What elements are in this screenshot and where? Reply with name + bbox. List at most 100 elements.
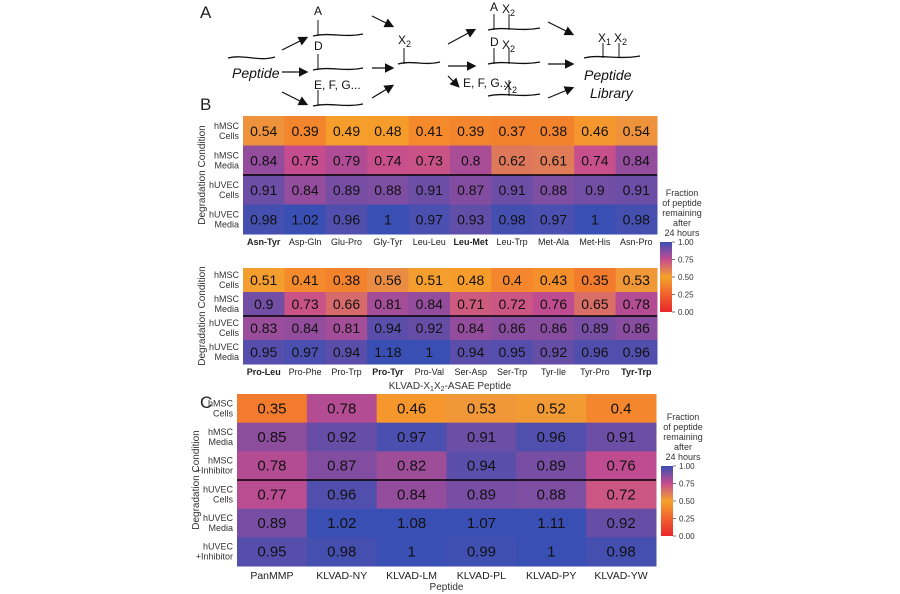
heatmap-cell xyxy=(574,175,617,205)
heatmap-cell xyxy=(325,292,368,317)
column-label: Glu-Pro xyxy=(331,237,362,247)
cell-value-label: 0.86 xyxy=(623,320,650,336)
svg-text:E, F, G...: E, F, G... xyxy=(463,76,510,90)
heatmap-cell xyxy=(243,145,285,176)
heatmap-cell xyxy=(376,480,447,510)
heatmap-cell xyxy=(574,268,617,293)
cell-value-label: 0.62 xyxy=(498,152,525,168)
heatmap-cell xyxy=(532,268,575,293)
heatmap-cell xyxy=(586,480,657,510)
legend-tick-label: 0.50 xyxy=(679,497,695,506)
heatmap-cell xyxy=(532,204,575,235)
heatmap-cell xyxy=(516,480,587,510)
heatmap-cell xyxy=(516,451,587,481)
column-label: Ser-Trp xyxy=(497,367,527,377)
row-label: hMSC Media xyxy=(214,294,240,314)
y-axis-title: Degradation Condition xyxy=(197,125,208,225)
cell-value-label: 0.56 xyxy=(374,272,401,288)
cell-value-label: 0.84 xyxy=(623,152,650,168)
legend-title-line: Fraction xyxy=(667,412,700,422)
svg-text:X2: X2 xyxy=(614,31,627,47)
cell-value-label: 0.46 xyxy=(397,400,426,417)
column-label: KLVAD-NY xyxy=(316,570,367,582)
panel-letter-c: C xyxy=(200,393,212,412)
cell-value-label: 0.94 xyxy=(467,458,496,475)
svg-text:D: D xyxy=(490,35,499,49)
cell-value-label: 0.98 xyxy=(250,211,277,227)
heatmap-cell xyxy=(237,451,308,481)
heatmap-cell xyxy=(376,422,447,452)
heatmap-cell xyxy=(408,204,451,235)
heatmap-cell xyxy=(586,422,657,452)
heatmap-cell xyxy=(574,145,617,176)
cell-value-label: 1.02 xyxy=(291,211,318,227)
heatmap-cell xyxy=(516,422,587,452)
heatmaps-group: 0.54 0.39 0.49 0.48 0.41 0.39 0.37 0.38 0.46 0.54… xyxy=(191,116,703,593)
cell-value-label: 0.41 xyxy=(291,272,318,288)
heatmap-cell xyxy=(450,204,492,235)
legend-tick-label: 0.25 xyxy=(678,291,694,300)
cell-value-label: 0.86 xyxy=(498,320,525,336)
cell-value-label: 0.92 xyxy=(606,515,635,532)
heatmap-cell xyxy=(408,175,451,205)
cell-value-label: 0.97 xyxy=(397,429,426,446)
heatmap-cell xyxy=(446,394,517,424)
legend-title-line: 24 hours xyxy=(665,452,701,462)
row-label: hMSC Cells xyxy=(214,121,240,141)
cell-value-label: 0.46 xyxy=(581,123,608,139)
cell-value-label: 0.4 xyxy=(502,272,522,288)
cell-value-label: 0.81 xyxy=(374,296,401,312)
heatmap-cell xyxy=(450,175,492,205)
heatmap-cell xyxy=(284,292,327,317)
heatmap-b-bottom: 0.51 0.41 0.38 0.56 0.51 0.48 0.4 0.43 0.35 0.53 0… xyxy=(197,188,702,393)
heatmap-cell xyxy=(615,116,658,146)
heatmap-cell xyxy=(325,340,368,365)
cell-value-label: 0.39 xyxy=(291,123,318,139)
heatmap-cell xyxy=(574,292,617,317)
cell-value-label: 0.91 xyxy=(606,429,635,446)
heatmap-cell xyxy=(243,268,285,293)
heatmap-cell xyxy=(408,145,451,176)
heatmap-cell xyxy=(574,116,617,146)
cell-value-label: 0.77 xyxy=(257,486,286,503)
heatmap-cell xyxy=(491,340,534,365)
heatmap-cell xyxy=(491,145,534,176)
legend-title-line: remaining xyxy=(662,208,702,218)
heatmap-cell xyxy=(306,451,378,481)
heatmap-cell xyxy=(243,204,285,235)
cell-value-label: 0.99 xyxy=(467,544,496,561)
cell-value-label: 1.02 xyxy=(327,515,356,532)
column-label: KLVAD-PY xyxy=(526,570,576,582)
column-label: Pro-Phe xyxy=(289,367,322,377)
heatmap-cell xyxy=(491,292,534,317)
svg-text:X2: X2 xyxy=(502,38,515,54)
cell-value-label: 0.41 xyxy=(416,123,443,139)
cell-value-label: 0.75 xyxy=(291,152,318,168)
cell-value-label: 0.43 xyxy=(540,272,567,288)
heatmap-cell xyxy=(408,316,451,341)
cell-value-label: 0.71 xyxy=(457,296,484,312)
column-label: Pro-Leu xyxy=(247,367,281,377)
legend-title-line: of peptide xyxy=(662,198,702,208)
row-label: hMSC Media xyxy=(214,150,240,170)
cell-value-label: 0.96 xyxy=(537,429,566,446)
heatmap-cell xyxy=(243,292,285,317)
heatmap-cell xyxy=(367,116,410,146)
cell-value-label: 0.74 xyxy=(581,152,608,168)
cell-value-label: 0.38 xyxy=(540,123,567,139)
heatmap-cell xyxy=(615,292,658,317)
heatmap-cell xyxy=(491,204,534,235)
column-label: Tyr-Trp xyxy=(621,367,652,377)
cell-value-label: 0.73 xyxy=(416,152,443,168)
cell-value-label: 0.51 xyxy=(250,272,277,288)
cell-value-label: 0.9 xyxy=(585,182,605,198)
library-label-2: Library xyxy=(590,85,634,101)
row-label: hMSC Cells xyxy=(208,398,234,418)
cell-value-label: 0.49 xyxy=(333,123,360,139)
cell-value-label: 0.91 xyxy=(467,429,496,446)
heatmap-c: 0.35 0.78 0.46 0.53 0.52 0.4 0.85 0.92 0.97 0.91 0… xyxy=(191,394,703,593)
cell-value-label: 0.96 xyxy=(623,344,650,360)
cell-value-label: 0.89 xyxy=(581,320,608,336)
row-label: hMSC +Inhibitor xyxy=(196,456,234,476)
